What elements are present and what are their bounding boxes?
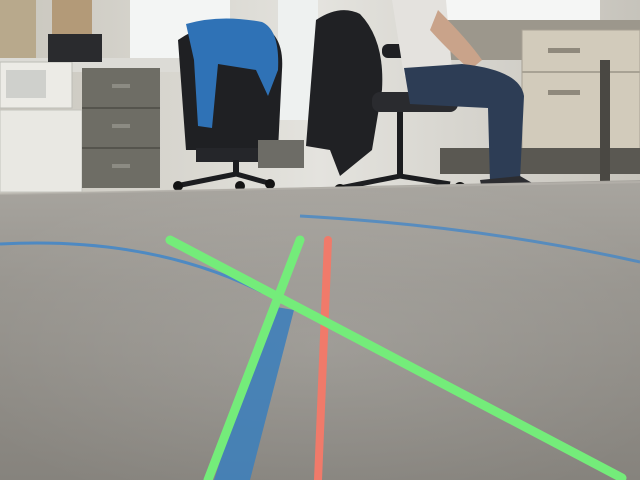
overlay-red-line: [314, 236, 332, 480]
microwave-window: [6, 70, 46, 98]
tape-line-left: [0, 241, 263, 294]
black-jacket: [306, 10, 383, 177]
person-jeans: [404, 64, 524, 182]
overlay-green-line-diagonal: [165, 235, 627, 480]
tape-line-right: [299, 214, 640, 264]
pinboard: [52, 0, 92, 34]
blue-jacket: [186, 18, 279, 129]
tape-wide-strip: [214, 306, 294, 480]
desk-leg: [600, 60, 610, 200]
storage-box: [48, 34, 102, 62]
overlay-green-line-steep: [203, 235, 305, 480]
wall-panel-top-left: [0, 0, 36, 60]
desk-drawers: [521, 29, 640, 151]
white-cabinet: [0, 109, 83, 193]
person-arm: [430, 10, 482, 70]
floor-box: [258, 140, 304, 168]
